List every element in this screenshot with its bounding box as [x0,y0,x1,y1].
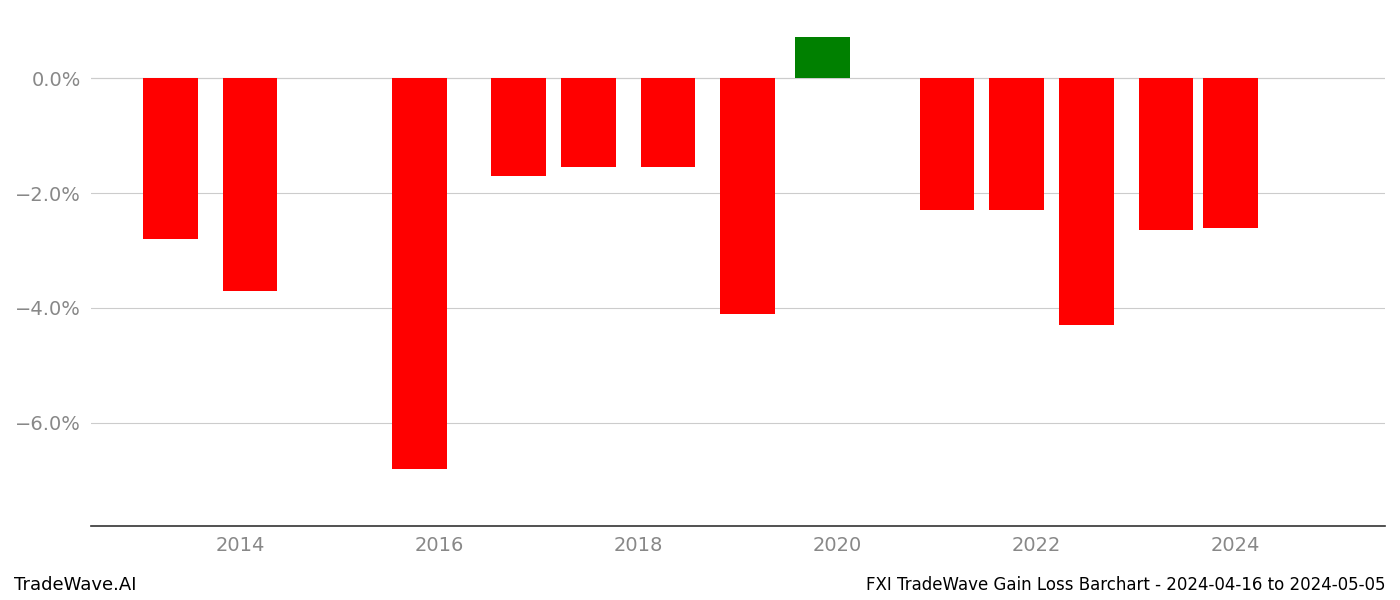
Text: TradeWave.AI: TradeWave.AI [14,576,137,594]
Bar [795,37,850,78]
Bar [143,78,197,239]
Bar [920,78,974,211]
Bar [1203,78,1259,227]
Bar [990,78,1044,211]
Bar [491,78,546,176]
Bar [392,78,447,469]
Bar [721,78,776,314]
Bar [561,78,616,167]
Bar [223,78,277,291]
Bar [641,78,696,167]
Bar [1138,78,1193,230]
Text: FXI TradeWave Gain Loss Barchart - 2024-04-16 to 2024-05-05: FXI TradeWave Gain Loss Barchart - 2024-… [867,576,1386,594]
Bar [1058,78,1113,325]
